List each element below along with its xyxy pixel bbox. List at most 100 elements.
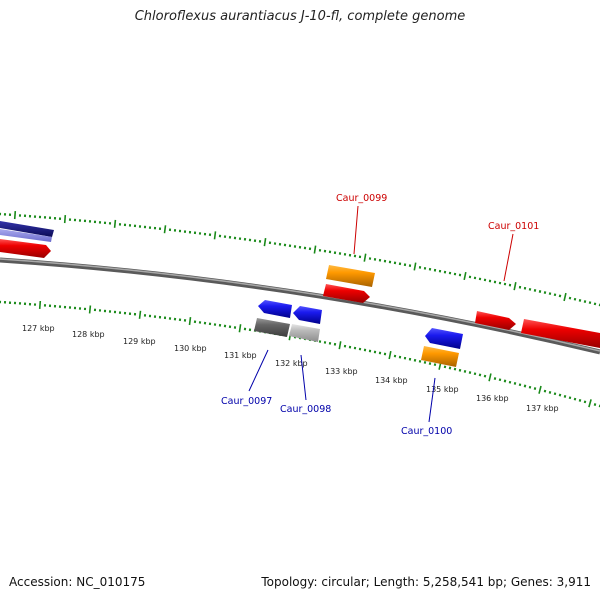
scale-labels: 127 kbp 128 kbp 129 kbp 130 kbp 131 kbp … (22, 324, 559, 413)
minor-tick (503, 379, 507, 383)
major-tick (163, 225, 167, 234)
major-tick (388, 350, 392, 360)
major-tick (263, 237, 267, 247)
scale-label: 134 kbp (375, 376, 408, 385)
major-tick (113, 219, 117, 228)
minor-tick (538, 290, 542, 293)
gene-feature-red[interactable] (323, 284, 370, 303)
scale-label: 129 kbp (123, 337, 156, 346)
major-tick (13, 211, 17, 220)
gene-feature-caur-0099[interactable] (326, 265, 375, 287)
minor-tick (568, 396, 572, 400)
minor-tick (508, 380, 512, 384)
minor-tick (573, 397, 577, 401)
leader-line-caur-0100 (428, 377, 436, 423)
minor-tick (498, 378, 502, 382)
minor-tick (543, 389, 547, 393)
major-tick (63, 215, 67, 224)
accession-text: Accession: NC_010175 (9, 575, 146, 589)
gene-label-caur-0097[interactable]: Caur_0097 (221, 396, 272, 407)
minor-tick (593, 302, 597, 306)
minor-tick (473, 372, 477, 376)
minor-tick (463, 370, 467, 373)
minor-tick (583, 300, 587, 303)
major-tick (538, 385, 542, 394)
gene-label-caur-0100[interactable]: Caur_0100 (401, 426, 452, 437)
minor-tick (553, 392, 557, 396)
scale-label: 136 kbp (476, 394, 509, 403)
minor-tick (533, 387, 537, 390)
minor-tick (573, 297, 577, 301)
gene-feature-lavender[interactable] (0, 229, 52, 242)
minor-tick (493, 377, 497, 380)
gene-feature-caur-0097-upper[interactable] (258, 300, 292, 318)
gene-label-caur-0099[interactable]: Caur_0099 (336, 193, 387, 204)
minor-tick (513, 382, 517, 385)
major-tick (38, 300, 42, 309)
minor-tick (588, 301, 592, 305)
gene-feature-caur-0101[interactable] (521, 319, 600, 348)
scale-label: 135 kbp (426, 385, 459, 394)
gene-feature-red[interactable] (0, 239, 51, 258)
gene-feature-caur-0097[interactable] (254, 318, 290, 337)
minor-tick (558, 393, 562, 397)
minor-tick (583, 400, 587, 404)
minor-tick (578, 298, 582, 302)
map-title: Chloroflexus aurantiacus J-10-fl, comple… (134, 9, 466, 24)
scale-label: 137 kbp (526, 404, 559, 413)
gene-label-caur-0098[interactable]: Caur_0098 (280, 404, 331, 415)
gene-feature-red[interactable] (475, 311, 516, 330)
major-tick (588, 399, 592, 408)
minor-tick (468, 371, 472, 375)
minor-tick (458, 368, 462, 372)
major-tick (463, 271, 467, 281)
major-tick (413, 262, 417, 271)
minor-tick (553, 293, 557, 297)
gene-labels: Caur_0097 Caur_0098 Caur_0099 Caur_0100 … (221, 193, 539, 437)
scale-label: 133 kbp (325, 367, 358, 376)
gene-label-leaders (248, 205, 514, 423)
minor-tick (543, 291, 547, 295)
minor-tick (518, 383, 522, 387)
gene-feature-caur-0100-upper[interactable] (425, 328, 463, 349)
minor-tick (418, 359, 422, 363)
minor-tick (563, 395, 567, 398)
minor-tick (568, 296, 572, 300)
chromosome-backbone (0, 257, 600, 355)
gene-label-caur-0101[interactable]: Caur_0101 (488, 221, 539, 232)
scale-label: 127 kbp (22, 324, 55, 333)
minor-tick (483, 374, 487, 378)
minor-tick (548, 391, 552, 394)
minor-tick (533, 288, 537, 292)
major-tick (188, 316, 192, 326)
minor-tick (443, 365, 447, 369)
gene-feature-caur-0098-upper[interactable] (293, 306, 322, 324)
minor-tick (528, 287, 532, 291)
chromosome-backbone-highlight (0, 258, 600, 352)
minor-tick (413, 358, 417, 362)
minor-tick (528, 385, 532, 389)
minor-tick (453, 367, 457, 371)
major-tick (213, 231, 217, 240)
major-tick (313, 245, 317, 254)
scale-label: 130 kbp (174, 344, 207, 353)
reverse-strand-features (254, 300, 463, 367)
gene-feature-caur-0100[interactable] (421, 346, 459, 367)
gene-feature-caur-0098[interactable] (289, 324, 320, 342)
major-tick (88, 305, 92, 314)
minor-tick (578, 399, 582, 402)
minor-tick (433, 363, 437, 367)
forward-strand-features (0, 221, 600, 348)
minor-tick (548, 292, 552, 296)
gene-feature-navy[interactable] (0, 221, 54, 237)
major-tick (513, 282, 517, 291)
minor-tick (593, 403, 597, 407)
leader-line-caur-0098 (300, 354, 307, 401)
genome-summary-text: Topology: circular; Length: 5,258,541 bp… (261, 575, 591, 589)
major-tick (563, 292, 567, 302)
major-tick (488, 373, 492, 382)
scale-label: 132 kbp (275, 359, 308, 368)
leader-line-caur-0101 (503, 233, 514, 282)
minor-tick (523, 384, 527, 388)
